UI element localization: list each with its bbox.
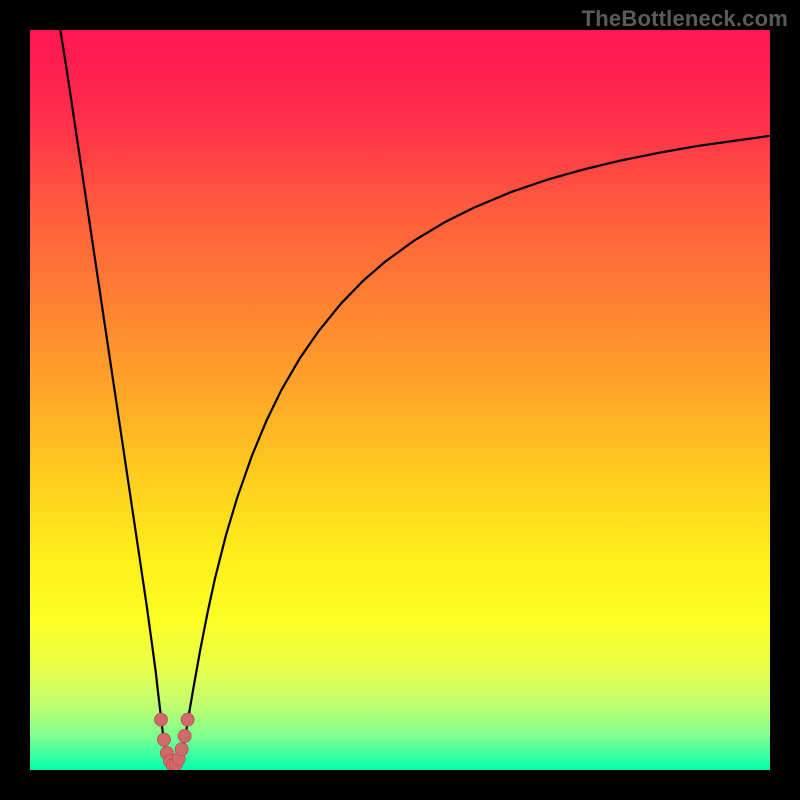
watermark-text: TheBottleneck.com (582, 6, 788, 32)
optimal-marker (154, 713, 167, 726)
optimal-marker (157, 733, 170, 746)
bottleneck-chart (0, 0, 800, 800)
chart-stage: TheBottleneck.com (0, 0, 800, 800)
optimal-marker (175, 743, 188, 756)
optimal-marker (181, 713, 194, 726)
optimal-marker (178, 729, 191, 742)
plot-background (30, 30, 770, 770)
